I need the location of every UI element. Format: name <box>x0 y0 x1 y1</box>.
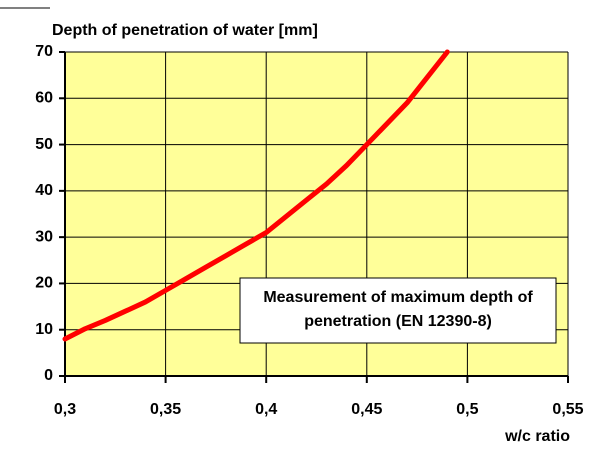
x-tick-label: 0,45 <box>351 401 382 418</box>
y-tick-label: 40 <box>35 182 53 199</box>
x-tick-label: 0,35 <box>150 401 181 418</box>
y-tick-label: 70 <box>35 43 53 60</box>
x-tick-label: 0,4 <box>255 401 277 418</box>
data-line <box>62 49 450 342</box>
annotation-box <box>239 277 557 344</box>
x-axis-label: w/c ratio <box>504 428 570 445</box>
x-tick-label: 0,55 <box>552 401 583 418</box>
y-tick-label: 0 <box>44 367 53 384</box>
annotation-text: penetration (EN 12390-8) <box>304 313 492 330</box>
x-tick-label: 0,5 <box>456 401 478 418</box>
chart-title: Depth of penetration of water [mm] <box>52 22 318 39</box>
x-tick-label: 0,3 <box>54 401 76 418</box>
y-tick-label: 20 <box>35 275 53 292</box>
annotation-text: Measurement of maximum depth of <box>263 289 533 306</box>
y-tick-label: 60 <box>35 90 53 107</box>
y-tick-label: 30 <box>35 228 53 245</box>
y-tick-label: 50 <box>35 136 53 153</box>
y-tick-label: 10 <box>35 321 53 338</box>
